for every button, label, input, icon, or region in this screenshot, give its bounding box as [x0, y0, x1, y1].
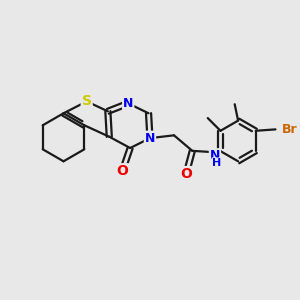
Text: N: N: [210, 149, 220, 162]
Text: N: N: [145, 132, 155, 145]
Text: Br: Br: [282, 123, 297, 136]
Text: O: O: [180, 167, 192, 181]
Text: N: N: [123, 97, 134, 110]
Text: S: S: [82, 94, 92, 108]
Text: H: H: [212, 158, 221, 168]
Text: O: O: [116, 164, 128, 178]
